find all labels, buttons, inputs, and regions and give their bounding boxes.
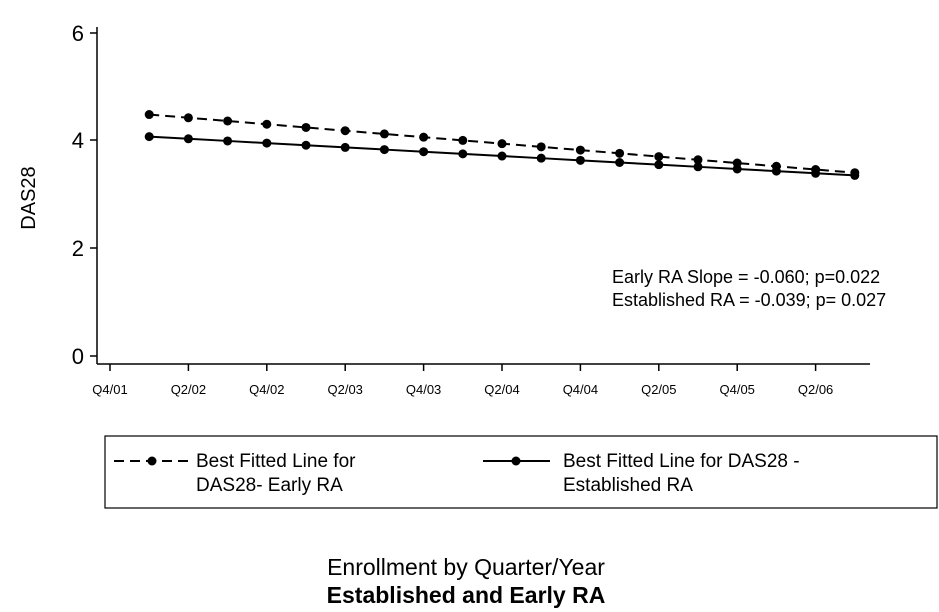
data-point-early-ra	[301, 122, 311, 132]
data-point-established-ra	[850, 170, 860, 180]
x-tick-label: Q4/03	[406, 382, 441, 397]
x-tick-label: Q4/04	[563, 382, 598, 397]
data-point-established-ra	[771, 166, 781, 176]
data-point-early-ra	[419, 132, 429, 142]
legend-swatch-marker	[511, 456, 521, 466]
x-tick-label: Q4/05	[719, 382, 754, 397]
data-point-established-ra	[575, 155, 585, 165]
data-point-established-ra	[497, 151, 507, 161]
data-point-early-ra	[497, 139, 507, 149]
x-tick-label: Q4/02	[249, 382, 284, 397]
data-point-early-ra	[536, 142, 546, 152]
y-tick-label: 4	[72, 128, 84, 153]
legend-swatch-marker	[147, 456, 157, 466]
data-point-early-ra	[144, 110, 154, 120]
x-tick-label: Q2/05	[641, 382, 676, 397]
series-layer	[144, 110, 860, 180]
legend-entry-early: Best Fitted Line for DAS28- Early RA	[114, 451, 356, 496]
x-tick-label: Q4/01	[92, 382, 127, 397]
data-point-established-ra	[419, 147, 429, 157]
data-point-established-ra	[301, 140, 311, 150]
data-point-established-ra	[379, 145, 389, 155]
data-point-established-ra	[536, 153, 546, 163]
data-point-established-ra	[693, 162, 703, 172]
data-point-established-ra	[811, 168, 821, 178]
chart-title: Established and Early RA	[327, 582, 606, 608]
data-point-early-ra	[183, 113, 193, 123]
data-point-established-ra	[654, 160, 664, 170]
legend-entry-established: Best Fitted Line for DAS28 - Established…	[483, 451, 800, 496]
legend: Best Fitted Line for DAS28- Early RA Bes…	[104, 435, 938, 509]
data-point-established-ra	[144, 132, 154, 142]
x-ticks: Q4/01 Q2/02 Q4/02 Q2/03 Q4/03 Q2/04 Q4/04 Q2/05…	[92, 364, 833, 397]
y-ticks: 0 2 4 6	[72, 21, 97, 369]
y-tick-label: 2	[72, 236, 84, 261]
x-tick-label: Q2/02	[171, 382, 206, 397]
x-axis-label: Enrollment by Quarter/Year	[327, 554, 605, 580]
slope-annotation-early: Early RA Slope = -0.060; p=0.022	[612, 267, 880, 287]
data-point-established-ra	[458, 149, 468, 159]
data-point-early-ra	[458, 135, 468, 145]
x-tick-label: Q2/03	[327, 382, 362, 397]
slope-annotation-established: Established RA = -0.039; p= 0.027	[612, 290, 886, 310]
x-tick-label: Q2/06	[798, 382, 833, 397]
y-axis-label: DAS28	[18, 166, 40, 229]
y-tick-label: 6	[72, 21, 84, 46]
data-point-early-ra	[693, 155, 703, 165]
data-point-early-ra	[223, 116, 233, 126]
data-point-established-ra	[340, 142, 350, 152]
data-point-established-ra	[262, 138, 272, 148]
data-point-early-ra	[340, 126, 350, 136]
data-point-established-ra	[223, 136, 233, 146]
legend-label: Established RA	[563, 475, 693, 496]
data-point-established-ra	[732, 164, 742, 174]
x-tick-label: Q2/04	[484, 382, 519, 397]
legend-label: Best Fitted Line for DAS28 -	[563, 451, 800, 472]
data-point-early-ra	[262, 119, 272, 129]
data-point-early-ra	[379, 129, 389, 139]
legend-label: DAS28- Early RA	[196, 475, 343, 496]
data-point-established-ra	[615, 157, 625, 167]
data-point-early-ra	[654, 152, 664, 162]
y-tick-label: 0	[72, 344, 84, 369]
legend-box	[104, 435, 938, 509]
data-point-early-ra	[575, 145, 585, 155]
data-point-established-ra	[183, 134, 193, 144]
legend-label: Best Fitted Line for	[196, 451, 356, 472]
data-point-early-ra	[615, 148, 625, 158]
